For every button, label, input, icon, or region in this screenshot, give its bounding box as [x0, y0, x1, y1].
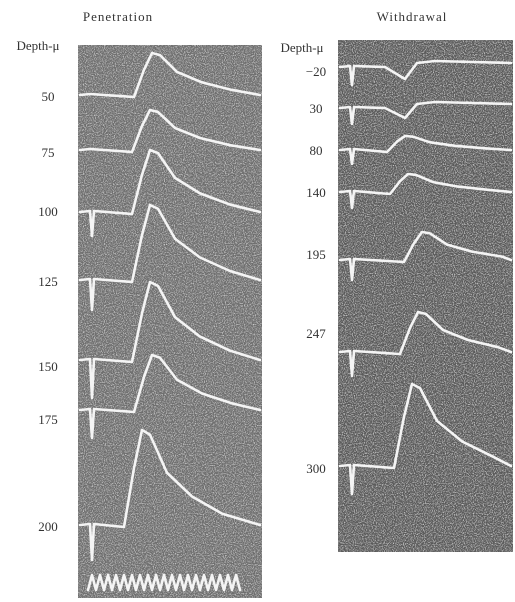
depth-label: 200 [38, 519, 58, 534]
depth-label: −20 [306, 64, 326, 79]
depth-label: 300 [306, 461, 326, 476]
withdrawal-panel [338, 40, 513, 552]
trace-background [338, 40, 513, 552]
depth-label: 125 [38, 274, 58, 289]
panel-title: Penetration [83, 9, 153, 24]
depth-label: 75 [42, 145, 55, 160]
depth-label: 195 [306, 247, 326, 262]
axis-label: Depth-μ [280, 40, 323, 55]
depth-label: 100 [38, 204, 58, 219]
depth-label: 175 [38, 412, 58, 427]
depth-label: 150 [38, 359, 58, 374]
depth-label: 30 [310, 101, 323, 116]
figure: Penetration Withdrawal Depth-μ Depth-μ 5… [0, 0, 515, 602]
penetration-panel [78, 45, 262, 598]
panel-title: Withdrawal [377, 9, 448, 24]
depth-label: 247 [306, 326, 326, 341]
axis-label: Depth-μ [16, 38, 59, 53]
depth-label: 50 [42, 89, 55, 104]
depth-label: 80 [310, 143, 323, 158]
trace-background [78, 45, 262, 598]
depth-label: 140 [306, 185, 326, 200]
